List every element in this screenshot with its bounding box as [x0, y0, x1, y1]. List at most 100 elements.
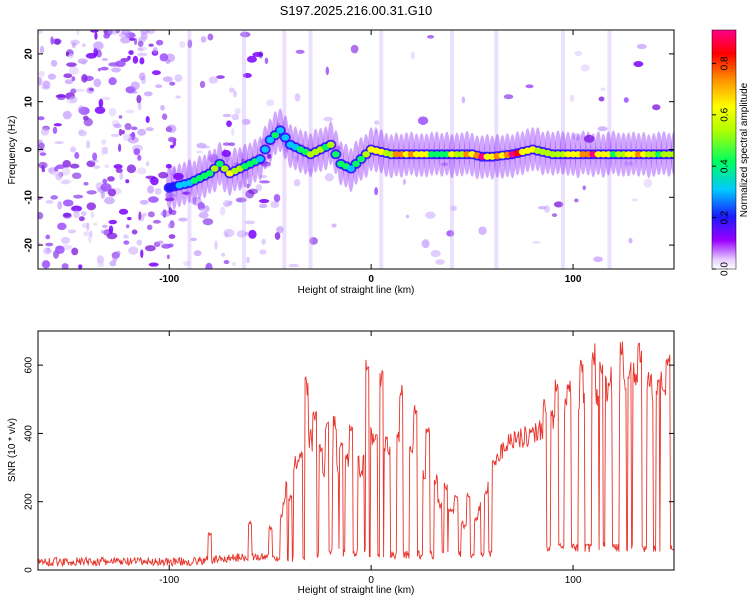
spectrogram-speckle	[113, 164, 123, 169]
spectrogram-speckle	[61, 179, 72, 185]
spectrogram-speckle	[82, 43, 86, 48]
spectrogram-speckle	[169, 81, 176, 86]
spectrogram-speckle	[450, 205, 457, 211]
colorbar-tick-label: 0.0	[720, 262, 731, 276]
spectrogram-speckle	[118, 128, 123, 136]
spectrogram-speckle	[166, 124, 177, 133]
spectrogram-speckle	[70, 88, 77, 94]
snr-y-tick-label: 0	[24, 567, 35, 573]
spectrogram-speckle	[93, 165, 101, 169]
spectrogram-speckle	[593, 256, 603, 263]
spectrogram-speckle	[146, 224, 153, 231]
spectrogram-speckle	[133, 37, 138, 46]
spectrogram-speckle	[145, 161, 150, 167]
spectrogram-speckle	[137, 40, 144, 47]
spectrogram-speckle	[142, 212, 147, 217]
spectrogram-speckle	[216, 75, 225, 79]
spectrogram-speckle	[77, 105, 85, 115]
spectrogram-speckle	[166, 254, 170, 260]
spectrogram-speckle	[139, 57, 145, 65]
spectrogram-speckle	[248, 188, 259, 195]
spectrogram-speckle	[81, 74, 88, 83]
spectrogram-speckle	[165, 191, 172, 199]
spectrogram-speckle	[140, 30, 150, 35]
spectrogram-speckle	[168, 234, 176, 239]
spectrogram-speckle	[118, 115, 123, 119]
ridge-cell	[362, 151, 370, 158]
ridge-cell	[220, 165, 229, 172]
spectrogram-speckle	[148, 262, 159, 267]
spectrogram-speckle	[106, 232, 118, 240]
spectrogram-speckle	[92, 152, 98, 161]
spectrogram-speckle	[208, 76, 219, 84]
snr-frame	[37, 330, 675, 571]
spectrogram-speckle	[258, 51, 264, 59]
spectrogram-speckle	[38, 116, 45, 121]
spectrogram-speckle	[107, 176, 115, 182]
spectrogram-speckle	[45, 200, 54, 204]
spectrogram-speckle	[199, 80, 206, 89]
spectrogram-speckle	[294, 93, 301, 102]
spectrogram-speckle	[154, 188, 162, 195]
spectrogram-speckle	[53, 171, 63, 178]
spectrogram-speckle	[138, 211, 142, 220]
spectrogram-speckle	[201, 145, 211, 149]
spectrogram-speckle	[222, 200, 231, 208]
spectrogram-speckle	[131, 126, 138, 131]
spectrogram-speckle	[259, 180, 271, 184]
snr-x-label: Height of straight line (km)	[298, 585, 415, 596]
spectrogram-speckle	[643, 178, 653, 188]
spectrogram-speckle	[553, 201, 564, 208]
spectrogram-speckle	[101, 229, 105, 234]
spectrogram-speckle	[159, 53, 169, 62]
spectrogram-streak	[241, 30, 246, 269]
spectrogram-speckle	[104, 164, 110, 169]
ridge-cell	[281, 134, 290, 141]
spectrogram-speckle	[107, 30, 118, 35]
spectrogram-speckle	[41, 85, 51, 90]
spectrogram-speckle	[62, 199, 74, 207]
snr-x-tick-label: 0	[368, 575, 374, 586]
spectrogram-speckle	[152, 219, 162, 224]
spectrogram-speckle	[78, 130, 87, 137]
spectrogram-speckle	[52, 126, 58, 134]
snr-y-tick-label: 200	[24, 493, 35, 510]
spectrogram-speckle	[54, 166, 59, 172]
spectrogram-speckle	[222, 113, 232, 118]
spectrogram-speckle	[574, 50, 583, 56]
snr-y-tick-label: 600	[24, 356, 35, 373]
spectrogram-speckle	[325, 66, 330, 76]
spectrogram-speckle	[158, 171, 169, 179]
ridge-cell	[670, 151, 674, 158]
spectrogram-speckle	[83, 231, 90, 237]
spectrogram-speckle	[77, 58, 88, 64]
spectrogram-speckle	[76, 30, 80, 36]
spectrogram-speckle	[136, 239, 143, 246]
spectrogram-speckle	[118, 208, 129, 215]
spectrogram-speckle	[165, 163, 172, 169]
spectrogram-speckle	[600, 87, 606, 92]
spectrogram-speckle	[108, 219, 118, 225]
spectrogram-speckle	[266, 99, 275, 107]
spectrogram-speckle	[93, 222, 98, 226]
spectrogram-speckle	[38, 70, 45, 78]
ridge-cell	[210, 165, 219, 172]
spectrogram-speckle	[288, 263, 299, 268]
spectrogram-speckle	[246, 183, 250, 189]
spectrogram-speckle	[580, 64, 590, 72]
ridge-cell	[205, 170, 214, 177]
spectrogram-speckle	[73, 194, 84, 199]
spectrogram-speckle	[631, 198, 638, 202]
spectrogram-x-tick-label: 100	[565, 274, 582, 285]
ridge-cell	[276, 127, 285, 134]
spectrogram-speckle	[221, 149, 231, 158]
spectrogram-speckle	[38, 161, 48, 169]
spectrogram-speckle	[115, 250, 121, 256]
spectrogram-speckle	[61, 236, 71, 244]
snr-x-ticks: -100 0 100	[159, 331, 582, 586]
spectrogram-speckle	[147, 185, 155, 194]
spectrogram-speckle	[235, 197, 247, 203]
spectrogram-speckle	[232, 90, 237, 98]
spectrogram-speckle	[125, 224, 130, 229]
spectrogram-speckle	[179, 41, 186, 48]
